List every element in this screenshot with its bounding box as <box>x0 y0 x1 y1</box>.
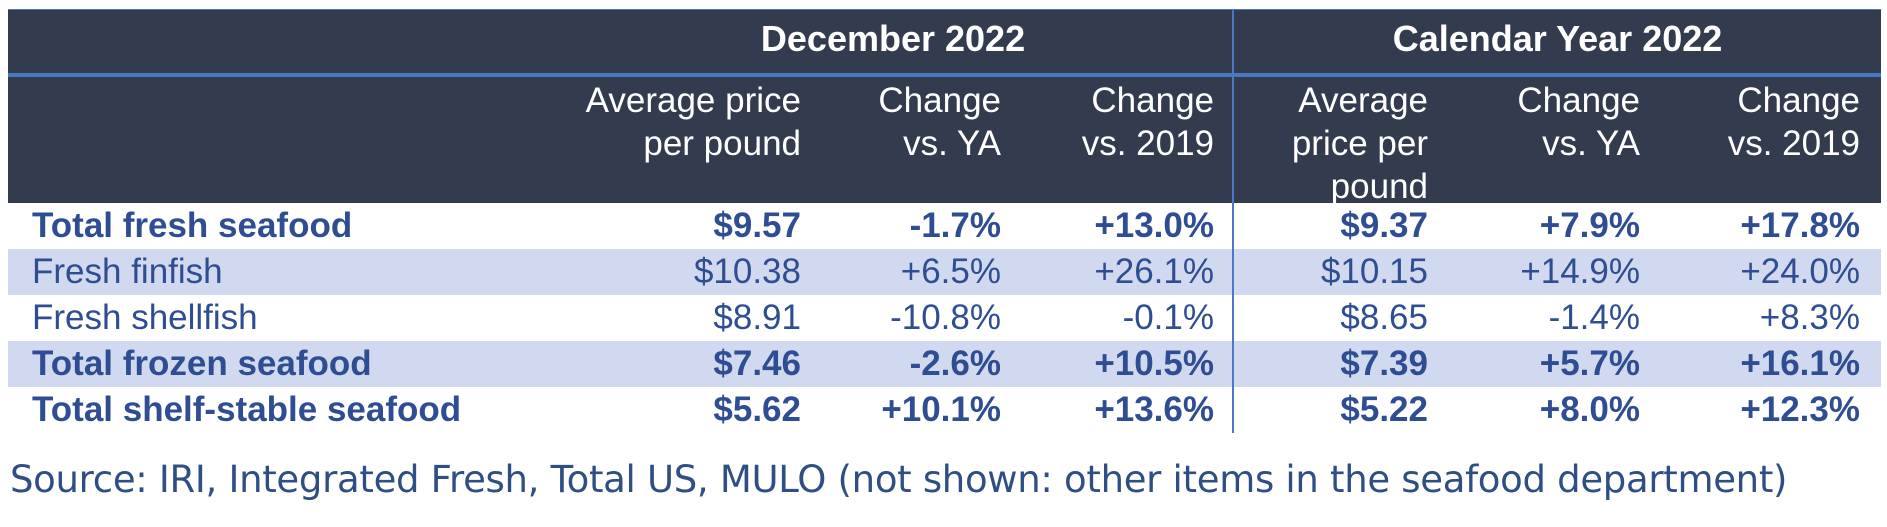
table-row: Total fresh seafood $9.57 -1.7% +13.0% $… <box>8 203 1881 249</box>
cell-dec-price: $8.91 <box>713 298 801 337</box>
col-head-cy-change-2019: Change vs. 2019 <box>1648 79 1860 165</box>
seafood-price-table: December 2022 Calendar Year 2022 Average… <box>8 10 1881 433</box>
cell-cy-change-2019: +8.3% <box>1759 298 1860 337</box>
table-row: Total frozen seafood $7.46 -2.6% +10.5% … <box>8 341 1881 387</box>
cell-cy-price: $10.15 <box>1320 252 1428 291</box>
row-label: Fresh shellfish <box>32 298 258 337</box>
cell-cy-price: $8.65 <box>1340 298 1428 337</box>
col-head-line: Change <box>1091 81 1214 120</box>
col-head-line: vs. YA <box>1542 124 1640 163</box>
cell-cy-change-ya: -1.4% <box>1548 298 1640 337</box>
cell-dec-change-ya: -1.7% <box>909 206 1001 245</box>
cell-cy-change-ya: +8.0% <box>1539 390 1640 429</box>
table-row: Fresh shellfish $8.91 -10.8% -0.1% $8.65… <box>8 295 1881 341</box>
cell-cy-change-2019: +16.1% <box>1740 344 1860 383</box>
table-row: Fresh finfish $10.38 +6.5% +26.1% $10.15… <box>8 249 1881 295</box>
cell-cy-price: $9.37 <box>1340 206 1428 245</box>
cell-dec-price: $9.57 <box>713 206 801 245</box>
col-head-dec-change-ya: Change vs. YA <box>808 79 1001 165</box>
cell-dec-change-ya: -10.8% <box>890 298 1001 337</box>
source-note: Source: IRI, Integrated Fresh, Total US,… <box>10 458 1788 501</box>
cell-dec-change-2019: +26.1% <box>1094 252 1214 291</box>
cell-dec-change-ya: -2.6% <box>909 344 1001 383</box>
cell-dec-change-2019: -0.1% <box>1122 298 1214 337</box>
col-head-line: Average price <box>585 81 801 120</box>
col-head-cy-change-ya: Change vs. YA <box>1438 79 1640 165</box>
group-header-row: December 2022 Calendar Year 2022 <box>8 10 1881 77</box>
col-head-line: Change <box>1737 81 1860 120</box>
cell-cy-change-ya: +7.9% <box>1539 206 1640 245</box>
col-head-dec-price: Average price per pound <box>448 79 801 165</box>
cell-cy-change-2019: +12.3% <box>1740 390 1860 429</box>
cell-cy-change-2019: +24.0% <box>1740 252 1860 291</box>
group-title-december: December 2022 <box>760 18 1026 59</box>
col-head-line: vs. 2019 <box>1727 124 1860 163</box>
col-head-line: per pound <box>643 124 801 163</box>
col-head-line: vs. YA <box>903 124 1001 163</box>
row-label: Total fresh seafood <box>32 206 353 245</box>
table-body: Total fresh seafood $9.57 -1.7% +13.0% $… <box>8 203 1881 433</box>
col-head-line: pound <box>1330 167 1428 206</box>
row-label: Total frozen seafood <box>32 344 372 383</box>
cell-dec-price: $5.62 <box>713 390 801 429</box>
cell-dec-change-2019: +13.6% <box>1094 390 1214 429</box>
col-head-dec-change-2019: Change vs. 2019 <box>1008 79 1214 165</box>
cell-cy-change-2019: +17.8% <box>1740 206 1860 245</box>
table-header: December 2022 Calendar Year 2022 Average… <box>8 10 1881 206</box>
cell-dec-price: $7.46 <box>713 344 801 383</box>
cell-dec-change-ya: +6.5% <box>900 252 1001 291</box>
col-head-line: vs. 2019 <box>1081 124 1214 163</box>
row-label: Total shelf-stable seafood <box>32 390 462 429</box>
col-head-line: Change <box>878 81 1001 120</box>
cell-dec-price: $10.38 <box>693 252 801 291</box>
col-head-cy-price: Average price per pound <box>1248 79 1428 208</box>
group-title-calendar-year: Calendar Year 2022 <box>1392 18 1723 59</box>
col-head-line: price per <box>1291 124 1428 163</box>
cell-dec-change-2019: +10.5% <box>1094 344 1214 383</box>
cell-cy-change-ya: +14.9% <box>1520 252 1640 291</box>
group-rule <box>8 73 1881 77</box>
cell-dec-change-ya: +10.1% <box>881 390 1001 429</box>
col-head-line: Change <box>1517 81 1640 120</box>
column-header-row: Average price per pound Change vs. YA Ch… <box>8 73 1881 206</box>
cell-dec-change-2019: +13.0% <box>1094 206 1214 245</box>
table-row: Total shelf-stable seafood $5.62 +10.1% … <box>8 387 1881 433</box>
body-column-divider <box>1232 203 1234 433</box>
row-label: Fresh finfish <box>32 252 223 291</box>
col-head-line: Average <box>1298 81 1428 120</box>
cell-cy-price: $5.22 <box>1340 390 1428 429</box>
cell-cy-price: $7.39 <box>1340 344 1428 383</box>
cell-cy-change-ya: +5.7% <box>1539 344 1640 383</box>
header-column-divider <box>1232 10 1234 203</box>
